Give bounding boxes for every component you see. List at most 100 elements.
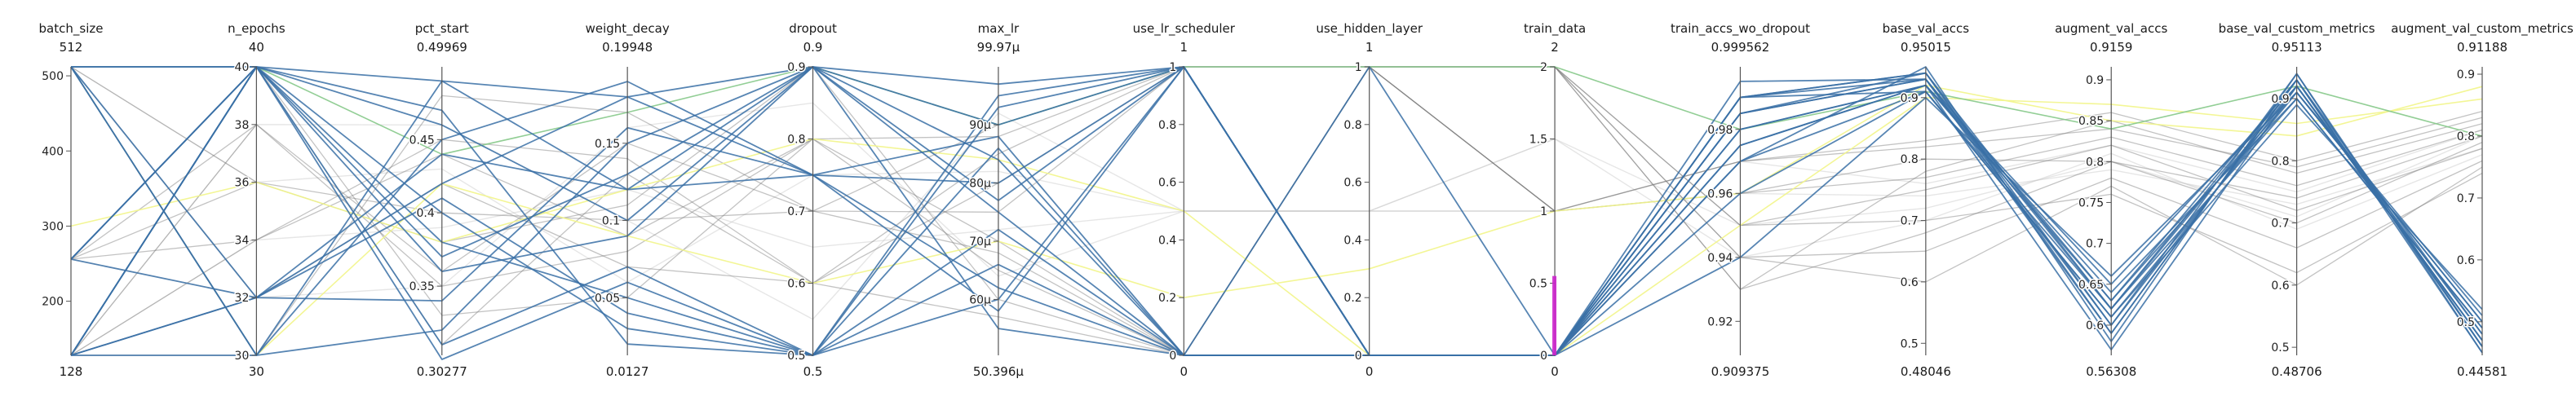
tick-label: 0.9	[787, 61, 805, 74]
series-line-muted-22	[70, 66, 2483, 298]
tick-label: 300	[42, 220, 64, 233]
axis-min-label: 0	[1551, 364, 1559, 379]
tick-label: 36	[235, 177, 250, 190]
tick-label: 0.96	[1707, 187, 1733, 200]
series-line-faint-27	[70, 66, 2483, 284]
axis-title: dropout	[789, 21, 837, 36]
axis-train-data: train_data 2 0 2 1.5 1 0.5 0	[1524, 21, 1586, 379]
tick-label: 90μ	[969, 119, 991, 132]
tick-label: 0.8	[1343, 119, 1361, 132]
axis-min-label: 0.48046	[1901, 364, 1951, 379]
tick-label: 34	[235, 234, 250, 247]
tick-label: 200	[42, 296, 64, 309]
tick-label: 0.4	[417, 207, 435, 220]
tick-label: 0.6	[2086, 319, 2104, 333]
tick-label: 0.9	[2271, 93, 2289, 106]
tick-label: 0.05	[595, 292, 620, 305]
tick-label: 0.5	[1901, 337, 1919, 350]
axis-max-label: 2	[1551, 40, 1559, 55]
axis-min-label: 0.0127	[606, 364, 649, 379]
tick-label: 1	[1355, 61, 1362, 74]
axis-brush-range[interactable]	[1552, 275, 1557, 355]
axis-title: n_epochs	[228, 21, 285, 37]
tick-label: 0.6	[787, 278, 805, 291]
tick-label: 0.6	[2457, 254, 2475, 267]
axis-max-label: 0.9159	[2090, 40, 2133, 55]
axis-dropout: dropout 0.9 0.5 0.9 0.8 0.7 0.6 0.5	[786, 21, 837, 379]
axis-train-accs-wo-dropout: train_accs_wo_dropout 0.999562 0.909375 0.9…	[1671, 21, 1810, 379]
axis-title: use_hidden_layer	[1316, 21, 1423, 37]
series-line-highlight-15	[70, 84, 2483, 356]
series-line-highlight-14	[70, 66, 2483, 356]
axis-min-label: 0.44581	[2457, 364, 2507, 379]
tick-label: 0	[1169, 350, 1176, 363]
axis-max-label: 0.9	[803, 40, 823, 55]
tick-label: 0.6	[1901, 276, 1919, 289]
tick-label: 1	[1169, 61, 1176, 74]
axis-max-label: 512	[60, 40, 83, 55]
tick-label: 0.4	[1158, 234, 1176, 247]
tick-label: 0.5	[787, 350, 805, 363]
tick-label: 0.7	[2271, 218, 2289, 231]
axis-min-label: 0.56308	[2086, 364, 2136, 379]
axis-min-label: 0	[1180, 364, 1188, 379]
tick-label: 0.8	[1158, 119, 1176, 132]
tick-label: 0.9	[1901, 92, 1919, 105]
tick-label: 0.2	[1343, 292, 1361, 305]
tick-label: 0.65	[2078, 279, 2104, 292]
tick-label: 0.1	[602, 215, 620, 228]
axis-min-label: 0.30277	[417, 364, 467, 379]
axis-max-label: 0.999562	[1711, 40, 1770, 55]
axis-max-label: 0.95015	[1901, 40, 1951, 55]
tick-label: 2	[1540, 61, 1547, 74]
tick-label: 38	[235, 119, 250, 132]
tick-label: 0.8	[2457, 130, 2475, 143]
tick-label: 0.15	[595, 138, 620, 151]
axis-title: pct_start	[415, 21, 469, 37]
tick-label: 0.8	[1901, 153, 1919, 166]
axis-title: batch_size	[39, 21, 104, 37]
tick-label: 0.8	[2086, 156, 2104, 169]
tick-label: 0.6	[1343, 177, 1361, 190]
axis-min-label: 50.396μ	[973, 364, 1024, 379]
tick-label: 32	[235, 292, 250, 305]
tick-label: 0.2	[1158, 292, 1176, 305]
tick-label: 1	[1540, 205, 1547, 218]
tick-label: 80μ	[969, 178, 991, 191]
tick-label: 40	[235, 61, 250, 74]
axis-min-label: 128	[60, 364, 83, 379]
tick-label: 0.7	[787, 205, 805, 218]
tick-label: 0.35	[409, 280, 435, 293]
series-line-muted-16	[70, 66, 2483, 290]
axis-min-label: 0.5	[803, 364, 823, 379]
tick-label: 0.45	[409, 134, 435, 147]
axis-max-label: 1	[1180, 40, 1188, 55]
axis-base-val-accs: base_val_accs 0.95015 0.48046 0.9 0.8 0.7 0.6 0…	[1883, 21, 1970, 379]
tick-label: 30	[235, 350, 250, 363]
tick-label: 0.8	[787, 134, 805, 147]
tick-label: 0.8	[2271, 155, 2289, 168]
tick-label: 0.94	[1707, 252, 1733, 265]
tick-label: 0.7	[2457, 192, 2475, 205]
axis-use-hidden-layer: use_hidden_layer 1 0 1 0.8 0.6 0.4 0.2 0	[1316, 21, 1423, 379]
series-line-yellow-31	[70, 97, 2483, 356]
axis-title: max_lr	[978, 21, 1020, 37]
axis-title: base_val_accs	[1883, 21, 1970, 37]
axis-title: augment_val_accs	[2055, 21, 2167, 37]
series-line-faint-26	[70, 135, 2483, 356]
axis-max-label: 99.97μ	[977, 40, 1020, 55]
axis-title: augment_val_custom_metrics	[2391, 21, 2574, 37]
axis-augment-val-custom-metrics: augment_val_custom_metrics 0.91188 0.44581…	[2391, 21, 2574, 379]
axis-max-label: 0.95113	[2272, 40, 2322, 55]
series-line-faint-28	[70, 102, 2483, 298]
tick-label: 500	[42, 70, 64, 83]
axis-augment-val-accs: augment_val_accs 0.9159 0.56308 0.9 0.85 0.8 0…	[2055, 21, 2167, 379]
tick-label: 0.4	[1343, 234, 1361, 247]
axis-max-label: 0.91188	[2457, 40, 2507, 55]
tick-label: 1.5	[1529, 134, 1547, 147]
axis-max-label: 0.49969	[417, 40, 467, 55]
axis-base-val-custom-metrics: base_val_custom_metrics 0.95113 0.48706 0.9…	[2219, 21, 2375, 379]
axis-title: use_lr_scheduler	[1133, 21, 1236, 37]
